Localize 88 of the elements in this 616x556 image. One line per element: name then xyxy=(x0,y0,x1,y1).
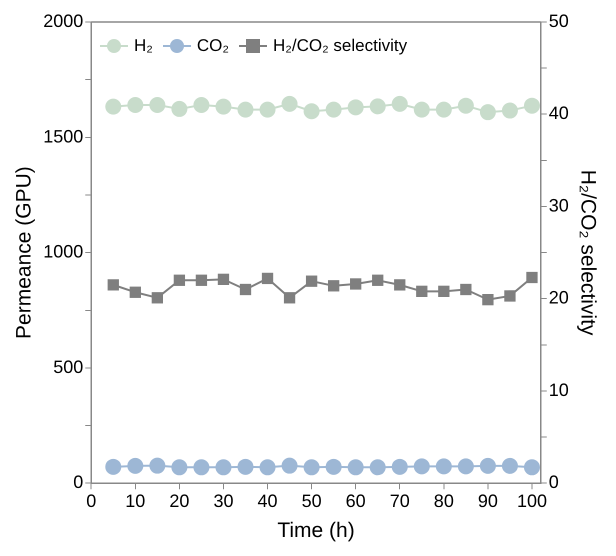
point xyxy=(174,274,186,286)
point xyxy=(171,459,188,476)
y2-tick-label: 30 xyxy=(548,195,569,216)
point xyxy=(328,280,340,292)
point xyxy=(416,286,428,297)
point xyxy=(458,98,474,114)
y2-tick-label: 0 xyxy=(548,472,559,492)
point xyxy=(304,103,320,120)
point xyxy=(372,274,384,286)
point xyxy=(262,272,274,284)
point xyxy=(193,459,210,476)
point xyxy=(482,294,494,306)
y-tick-label: 2000 xyxy=(43,10,84,31)
legend-label: H₂/CO₂ selectivity xyxy=(273,36,408,56)
point xyxy=(108,279,119,291)
point xyxy=(105,98,122,115)
point xyxy=(480,458,496,474)
point xyxy=(282,458,298,474)
point xyxy=(260,102,276,118)
point xyxy=(392,96,408,112)
legend-label: CO₂ xyxy=(196,36,229,56)
point xyxy=(282,96,298,112)
x-axis-title: Time (h) xyxy=(277,519,355,542)
x-tick-label: 0 xyxy=(86,490,96,511)
point xyxy=(237,458,254,475)
legend-label: H₂ xyxy=(134,36,153,56)
x-tick-label: 10 xyxy=(125,490,146,511)
point xyxy=(502,458,518,474)
y-axis-title: Permeance (GPU) xyxy=(12,166,36,339)
point xyxy=(149,458,166,474)
x-tick-label: 20 xyxy=(169,490,190,511)
point xyxy=(218,274,230,286)
y-tick-label: 0 xyxy=(73,472,84,492)
point xyxy=(326,102,342,118)
y2-tick-label: 50 xyxy=(548,10,569,31)
point xyxy=(215,98,232,115)
point xyxy=(171,100,188,117)
point xyxy=(306,276,318,287)
point xyxy=(105,458,122,475)
point xyxy=(394,279,406,291)
point xyxy=(504,290,516,302)
point xyxy=(260,459,276,476)
point xyxy=(370,459,386,476)
point xyxy=(460,284,472,296)
point xyxy=(326,458,342,475)
y-tick-label: 500 xyxy=(53,356,84,377)
point xyxy=(414,102,430,118)
point xyxy=(193,97,210,114)
y-tick-label: 1000 xyxy=(43,242,84,262)
point xyxy=(524,459,540,476)
point xyxy=(524,98,540,114)
point xyxy=(414,458,430,474)
y2-axis-title: H₂/CO₂ selectivity xyxy=(576,170,600,336)
y2-tick-label: 20 xyxy=(548,288,569,308)
point xyxy=(348,459,364,476)
x-tick-label: 50 xyxy=(302,490,322,511)
point xyxy=(304,459,320,476)
x-tick-label: 90 xyxy=(478,490,498,511)
x-tick-label: 60 xyxy=(346,490,366,511)
y2-tick-label: 40 xyxy=(548,103,569,124)
x-tick-label: 80 xyxy=(434,490,454,511)
point xyxy=(127,97,144,114)
point xyxy=(480,104,496,120)
point xyxy=(237,102,254,118)
point xyxy=(215,459,232,476)
point xyxy=(152,292,164,304)
x-tick-label: 70 xyxy=(390,490,410,511)
point xyxy=(436,102,452,118)
point xyxy=(240,284,252,296)
point xyxy=(502,102,518,119)
x-tick-label: 40 xyxy=(258,490,278,511)
point xyxy=(350,278,362,290)
point xyxy=(436,458,452,474)
point xyxy=(438,286,450,297)
point xyxy=(348,99,364,116)
point xyxy=(458,458,474,474)
y2-tick-label: 10 xyxy=(548,380,569,400)
point xyxy=(284,292,296,304)
point xyxy=(370,98,386,114)
x-tick-label: 100 xyxy=(516,490,547,511)
point xyxy=(149,97,166,114)
point xyxy=(392,458,408,475)
x-tick-label: 30 xyxy=(213,490,234,511)
point xyxy=(130,286,141,298)
point xyxy=(127,458,144,474)
point xyxy=(196,274,208,286)
point xyxy=(526,272,538,284)
y-tick-label: 1500 xyxy=(43,126,84,146)
